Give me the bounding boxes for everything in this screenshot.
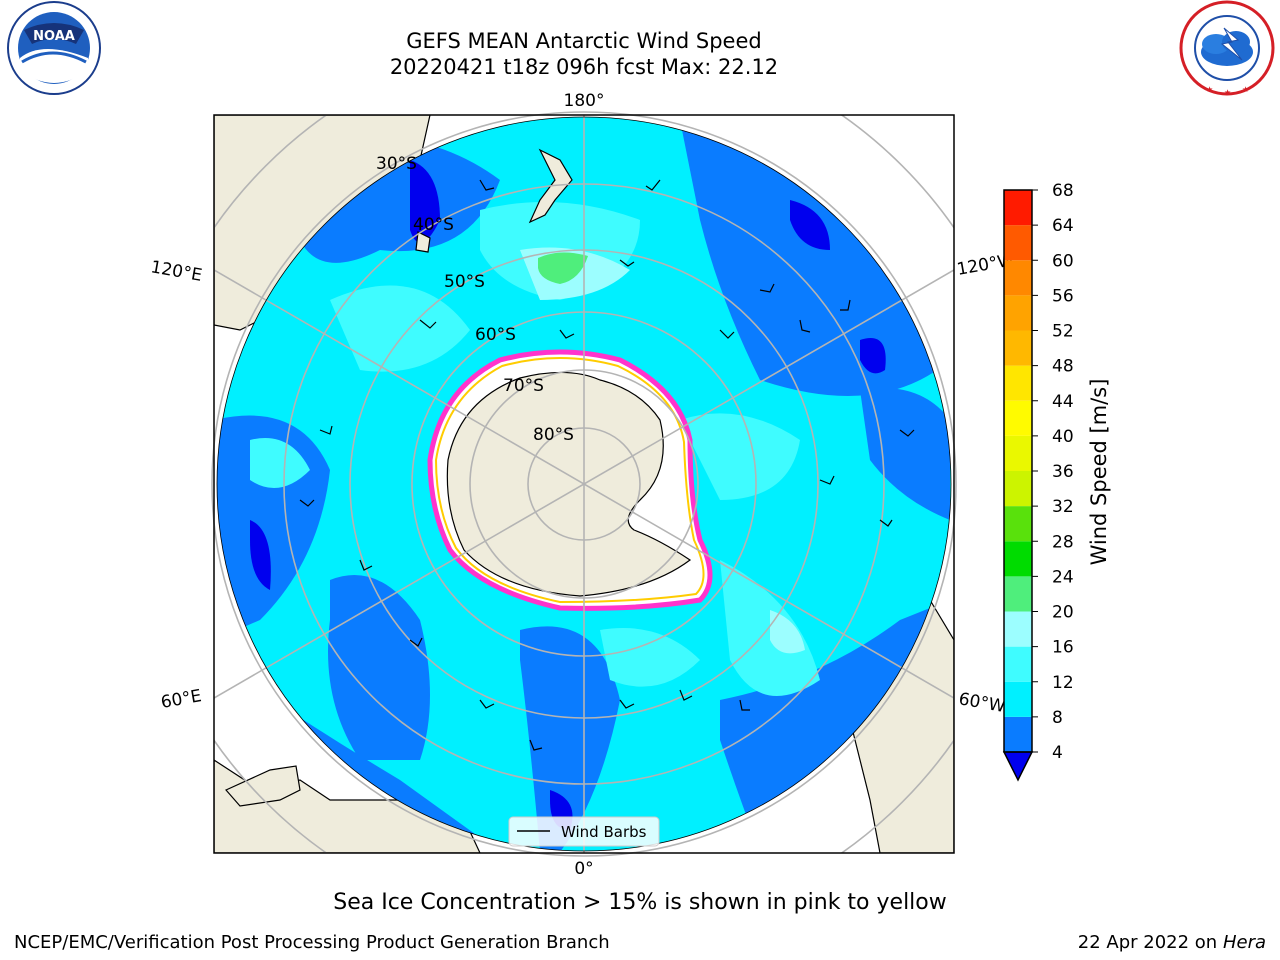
lat-label-80s: 80°S [533, 425, 574, 445]
colorbar-tick-label-3: 16 [1052, 638, 1074, 658]
polar-map: Wind Barbs 180° 0° 120°E 60°E 120°W 60°W… [0, 0, 1280, 960]
colorbar-bin-3 [1004, 612, 1032, 647]
colorbar-bin-12 [1004, 295, 1032, 330]
colorbar-tick-label-16: 68 [1052, 181, 1074, 201]
lon-label-lower-left: 60°E [159, 686, 203, 713]
map-legend: Wind Barbs [509, 817, 659, 846]
lon-label-top: 180° [564, 91, 605, 111]
footer-date: 22 Apr 2022 on Hera [1078, 932, 1266, 953]
colorbar-tick-label-11: 48 [1052, 357, 1074, 377]
lat-label-60s: 60°S [475, 325, 516, 345]
colorbar-label: Wind Speed [m/s] [1087, 379, 1111, 566]
lat-label-30s: 30°S [376, 154, 417, 174]
colorbar-under-triangle [1004, 752, 1032, 780]
colorbar-bin-9 [1004, 401, 1032, 436]
legend-label: Wind Barbs [561, 823, 647, 841]
lat-label-50s: 50°S [444, 272, 485, 292]
lon-label-upper-left: 120°E [149, 257, 203, 286]
colorbar-tick-label-6: 28 [1052, 532, 1074, 552]
lat-label-40s: 40°S [413, 215, 454, 235]
colorbar-bin-8 [1004, 436, 1032, 471]
colorbar-bin-2 [1004, 647, 1032, 682]
sea-ice-note: Sea Ice Concentration > 15% is shown in … [0, 890, 1280, 915]
colorbar-bin-10 [1004, 366, 1032, 401]
colorbar-tick-label-1: 8 [1052, 708, 1063, 728]
colorbar-tick-label-7: 32 [1052, 497, 1074, 517]
colorbar-tick-label-5: 24 [1052, 567, 1074, 587]
footer-credit: NCEP/EMC/Verification Post Processing Pr… [14, 932, 610, 953]
colorbar-bin-7 [1004, 471, 1032, 506]
colorbar-bin-6 [1004, 506, 1032, 541]
colorbar-tick-label-15: 64 [1052, 216, 1074, 236]
lat-label-70s: 70°S [503, 376, 544, 396]
colorbar-tick-label-13: 56 [1052, 286, 1074, 306]
colorbar-tick-label-14: 60 [1052, 251, 1074, 271]
colorbar-tick-label-12: 52 [1052, 322, 1074, 342]
colorbar-tick-label-8: 36 [1052, 462, 1074, 482]
footer-date-text: 22 Apr 2022 on [1078, 932, 1223, 953]
lon-label-bottom: 0° [574, 859, 593, 879]
colorbar-tick-label-9: 40 [1052, 427, 1074, 447]
colorbar-tick-label-2: 12 [1052, 673, 1074, 693]
colorbar-bin-1 [1004, 682, 1032, 717]
colorbar-tick-label-0: 4 [1052, 743, 1063, 763]
colorbar-bin-4 [1004, 576, 1032, 611]
colorbar-bin-14 [1004, 225, 1032, 260]
colorbar-bin-15 [1004, 190, 1032, 225]
lon-label-lower-right: 60°W [957, 689, 1007, 717]
colorbar-bin-11 [1004, 331, 1032, 366]
footer-host: Hera [1223, 932, 1266, 953]
colorbar-bin-13 [1004, 260, 1032, 295]
colorbar-bin-5 [1004, 541, 1032, 576]
colorbar-bin-0 [1004, 717, 1032, 752]
colorbar-tick-label-10: 44 [1052, 392, 1074, 412]
colorbar-tick-label-4: 20 [1052, 603, 1074, 623]
